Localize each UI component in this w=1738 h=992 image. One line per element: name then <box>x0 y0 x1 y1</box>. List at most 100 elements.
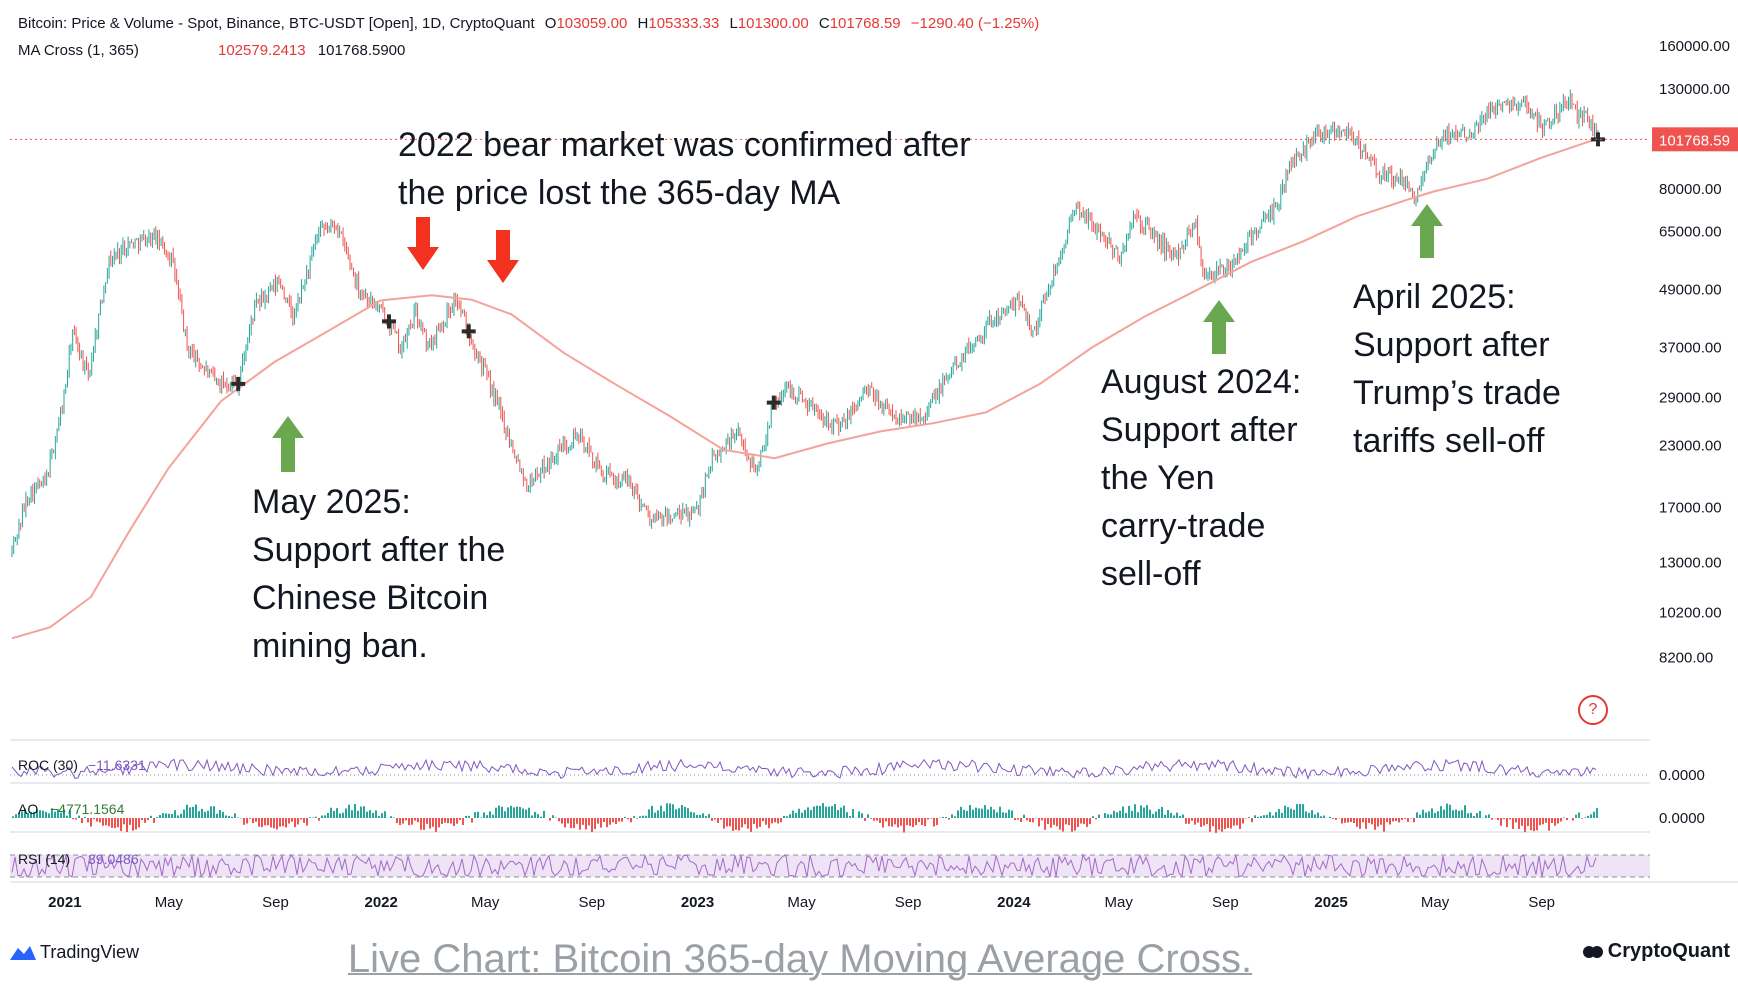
ao-bar <box>141 818 143 821</box>
header-l-value: 101300.00 <box>738 15 809 32</box>
ao-bar <box>1032 818 1034 823</box>
ao-bar <box>102 818 104 826</box>
ao-bar <box>525 809 527 818</box>
ao-bar <box>879 818 881 824</box>
y-tick-label: 65000.00 <box>1659 224 1722 241</box>
header-l-label: L <box>729 15 737 32</box>
ao-bar <box>933 818 935 827</box>
x-tick-label: May <box>155 894 184 911</box>
ao-bar <box>1014 818 1016 821</box>
pane-label: AO <box>18 801 38 817</box>
ao-bar <box>507 807 509 818</box>
ao-bar <box>711 818 713 821</box>
ao-bar <box>435 818 437 832</box>
ao-bar <box>1470 812 1472 818</box>
ao-bar <box>615 818 617 824</box>
ao-bar <box>717 818 719 823</box>
ao-bar <box>888 818 890 827</box>
ao-bar <box>1455 809 1457 818</box>
ao-bar <box>162 813 164 818</box>
ao-bar <box>183 809 185 818</box>
ao-bar <box>1143 807 1145 818</box>
y-tick-label: 8200.00 <box>1659 649 1713 666</box>
ao-bar <box>216 813 218 818</box>
ao-bar <box>15 814 17 818</box>
x-tick-label: 2024 <box>997 894 1031 911</box>
y-tick-label: 13000.00 <box>1659 555 1722 572</box>
header-o-value: 103059.00 <box>556 15 627 32</box>
ao-bar <box>780 818 782 823</box>
help-icon[interactable]: ? <box>1578 695 1608 725</box>
caption-link[interactable]: Live Chart: Bitcoin 365-day Moving Avera… <box>347 937 1253 981</box>
ao-bar <box>792 810 794 818</box>
ao-bar <box>918 818 920 823</box>
ao-bar <box>852 809 854 818</box>
y-tick-label: 160000.00 <box>1659 38 1730 55</box>
ao-bar <box>1548 818 1550 831</box>
ao-bar <box>1158 808 1160 818</box>
ao-bar <box>228 816 230 818</box>
ao-bar <box>12 816 14 818</box>
x-tick-label: May <box>1105 894 1134 911</box>
ao-bar <box>627 818 629 820</box>
ao-bar <box>1113 810 1115 818</box>
ao-bar <box>78 815 80 818</box>
ao-bar <box>1077 818 1079 827</box>
ao-bar <box>1068 818 1070 826</box>
ao-bar <box>468 815 470 818</box>
last-price-label: 101768.59 <box>1659 132 1730 149</box>
ao-bar <box>120 818 122 832</box>
ao-bar <box>33 811 35 818</box>
ao-bar <box>921 818 923 826</box>
ao-bar <box>666 803 668 818</box>
ao-bar <box>651 805 653 818</box>
ao-bar <box>1437 811 1439 818</box>
ao-bar <box>531 815 533 818</box>
ao-bar <box>675 809 677 818</box>
ao-bar <box>1281 812 1283 818</box>
ao-bar <box>1209 818 1211 832</box>
green-arrow-2 <box>1203 300 1235 354</box>
ao-bar <box>1458 810 1460 818</box>
ao-zero-label: 0.0000 <box>1659 810 1705 827</box>
ao-bar <box>441 818 443 824</box>
ao-bar <box>291 818 293 822</box>
y-tick-label: 23000.00 <box>1659 437 1722 454</box>
ao-bar <box>144 818 146 823</box>
ao-bar <box>369 810 371 818</box>
ao-bar <box>1566 818 1568 820</box>
y-tick-label: 49000.00 <box>1659 282 1722 299</box>
ao-bar <box>417 818 419 823</box>
ao-bar <box>1515 818 1517 823</box>
ao-bar <box>897 818 899 828</box>
ao-bar <box>426 818 428 824</box>
ao-bar <box>1305 811 1307 818</box>
ao-bar <box>1167 810 1169 818</box>
ao-bar <box>1314 814 1316 818</box>
ao-bar <box>204 811 206 818</box>
ao-bar <box>1596 808 1598 818</box>
ao-bar <box>51 808 53 818</box>
ao-bar <box>570 818 572 829</box>
ao-bar <box>1188 818 1190 824</box>
ao-bar <box>1452 810 1454 818</box>
ao-bar <box>1161 806 1163 818</box>
tradingview-label: TradingView <box>40 942 140 962</box>
ao-bar <box>795 812 797 818</box>
ao-bar <box>699 814 701 818</box>
ao-bar <box>843 805 845 818</box>
ao-bar <box>813 806 815 818</box>
ao-bar <box>1107 814 1109 818</box>
ao-bar <box>108 818 110 827</box>
ao-bar <box>1122 806 1124 818</box>
ao-bar <box>1431 808 1433 818</box>
y-tick-label: 130000.00 <box>1659 81 1730 98</box>
ao-bar <box>1257 816 1259 818</box>
ao-bar <box>375 810 377 818</box>
ao-bar <box>1026 818 1028 821</box>
ao-bar <box>1440 806 1442 818</box>
ao-bar <box>285 818 287 828</box>
indicator-panes: ROC (30) −11.6331 AO −4771.1564 RSI (14) 39.0… <box>10 757 1705 879</box>
ao-bar <box>147 818 149 821</box>
ao-bar <box>180 813 182 818</box>
